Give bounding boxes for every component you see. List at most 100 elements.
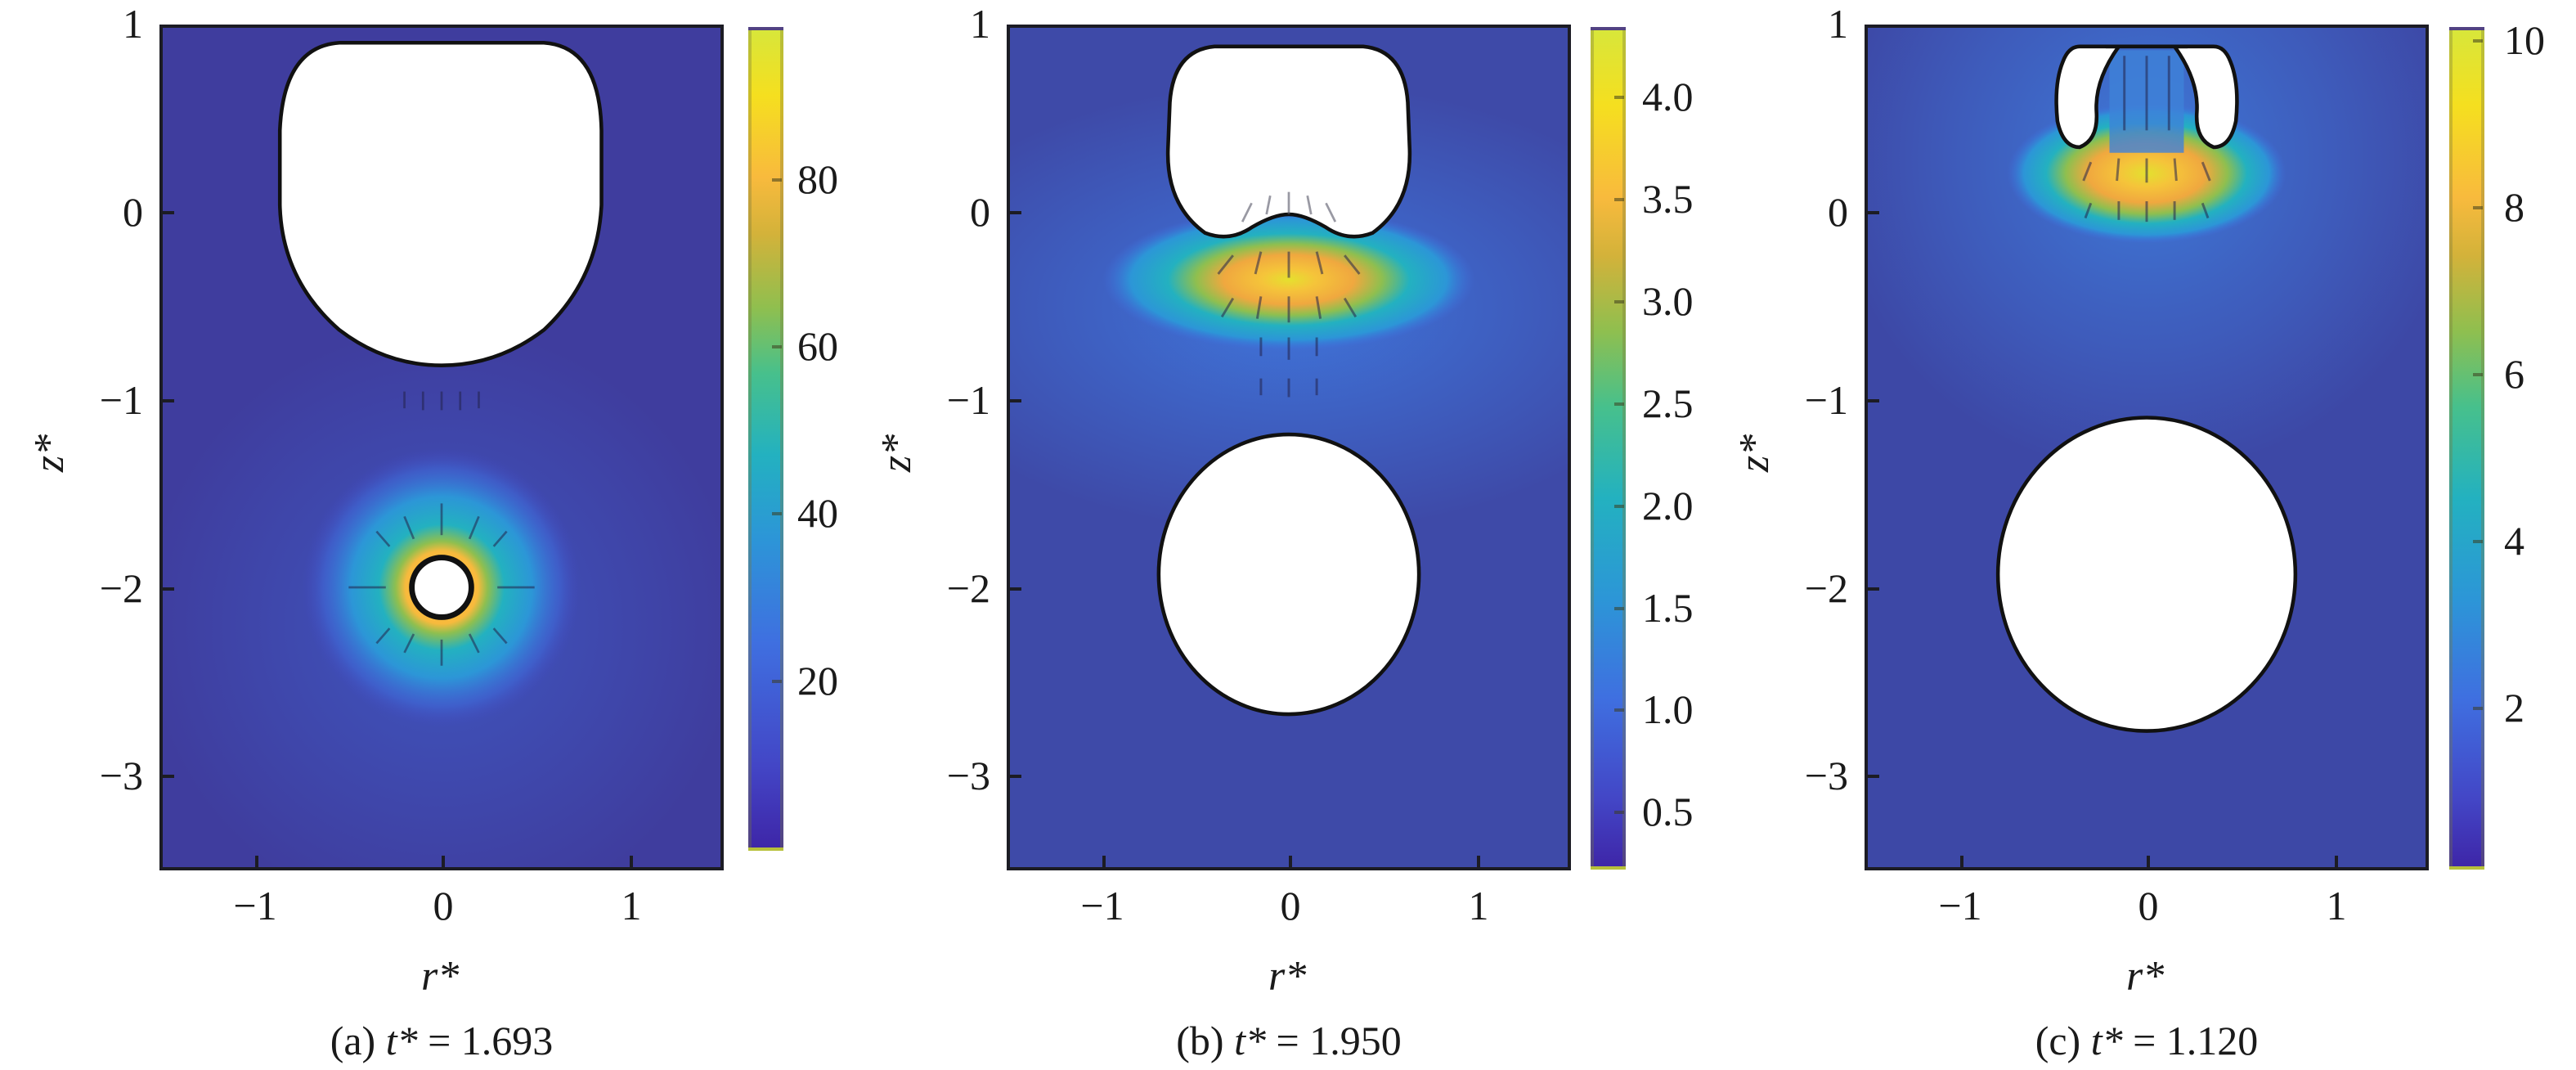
ytick-label: −2 (946, 565, 990, 611)
colorbar-tick (2473, 206, 2483, 209)
ytick-label: −3 (946, 753, 990, 798)
ytick-label: 1 (970, 1, 990, 47)
panel-caption-b: (b) t* = 1.950 (1007, 1018, 1571, 1063)
colorbar-tick-label: 40 (797, 490, 838, 536)
droplet-lobe-right-c (2170, 44, 2239, 150)
xtick-mark (630, 856, 633, 867)
ytick-mark (1010, 211, 1021, 214)
colorbar-tick-label: 0.5 (1642, 789, 1694, 834)
colorbar-tick (2473, 39, 2483, 43)
plot-area-b (1007, 25, 1571, 870)
field-map-c (1868, 28, 2426, 867)
ytick-mark (1010, 399, 1021, 402)
panel-a: 1 0 −1 −2 −3 −1 0 1 z* r* 80 60 40 20 (a… (0, 0, 859, 1070)
colorbar-tick-label: 20 (797, 658, 838, 704)
colorbar-tick (1614, 505, 1624, 508)
xtick-label: 1 (2326, 883, 2347, 928)
xtick-mark (442, 856, 445, 867)
xtick-label: 0 (2138, 883, 2159, 928)
ytick-mark (163, 399, 174, 402)
xtick-mark (1477, 856, 1480, 867)
colorbar-tick-label: 3.5 (1642, 176, 1694, 222)
colorbar-tick (1614, 402, 1624, 406)
panel-caption-c: (c) t* = 1.120 (1865, 1018, 2429, 1063)
colorbar-tick-label: 2.5 (1642, 380, 1694, 426)
colorbar-tick-label: 6 (2504, 351, 2524, 397)
colorbar-b (1591, 27, 1626, 870)
droplet-lobe-left-c (2054, 44, 2123, 150)
xtick-label: 1 (621, 883, 642, 928)
xtick-mark (2147, 856, 2150, 867)
colorbar-tick (772, 512, 782, 515)
y-axis-label: z* (26, 434, 74, 473)
quiver-arrows-in-dimple-b (1241, 191, 1337, 223)
colorbar-tick (772, 680, 782, 683)
quiver-arrows-b (1217, 251, 1361, 398)
caption-value: = 1.693 (417, 1018, 554, 1063)
panel-c: 1 0 −1 −2 −3 −1 0 1 z* r* 10 8 6 4 2 (c)… (1705, 0, 2564, 1070)
ytick-mark (1010, 587, 1021, 591)
xtick-mark (1960, 856, 1963, 867)
ytick-label: 1 (123, 1, 143, 47)
colorbar-tick-label: 8 (2504, 184, 2524, 230)
caption-value: = 1.120 (2122, 1018, 2259, 1063)
colorbar-tick (1614, 198, 1624, 201)
ytick-label: 0 (123, 189, 143, 235)
droplet-small-a (409, 555, 474, 620)
colorbar-tick (2473, 707, 2483, 710)
droplet-upper-b (1165, 44, 1412, 239)
xtick-label: −1 (233, 883, 277, 928)
y-axis-label: z* (873, 434, 921, 473)
xtick-label: 1 (1468, 883, 1489, 928)
plot-area-c (1865, 25, 2429, 870)
ytick-label: −1 (99, 377, 143, 423)
xtick-mark (2335, 856, 2338, 867)
panel-b: 1 0 −1 −2 −3 −1 0 1 z* r* 4.0 3.5 3.0 2.… (847, 0, 1706, 1070)
colorbar-tick (1614, 607, 1624, 610)
ytick-mark (1010, 775, 1021, 778)
colorbar-c (2449, 27, 2484, 870)
xtick-label: −1 (1080, 883, 1124, 928)
y-axis-label: z* (1731, 434, 1779, 473)
ytick-mark (163, 211, 174, 214)
colorbar-tick (2473, 540, 2483, 543)
ytick-mark (1868, 211, 1879, 214)
ytick-mark (1868, 775, 1879, 778)
colorbar-tick-label: 60 (797, 323, 838, 369)
colorbar-a (748, 27, 783, 851)
colorbar-tick-label: 80 (797, 156, 838, 202)
caption-label: (c) (2035, 1018, 2091, 1063)
ytick-label: −1 (1804, 377, 1848, 423)
caption-label: (b) (1176, 1018, 1235, 1063)
colorbar-tick-label: 4 (2504, 518, 2524, 564)
ytick-label: −1 (946, 377, 990, 423)
colorbar-tick-label: 4.0 (1642, 74, 1694, 119)
colorbar-tick (1614, 811, 1624, 814)
xtick-label: −1 (1938, 883, 1982, 928)
plot-area-a (159, 25, 724, 870)
ytick-label: 0 (970, 189, 990, 235)
ytick-mark (163, 775, 174, 778)
ytick-mark (1868, 587, 1879, 591)
xtick-mark (255, 856, 258, 867)
xtick-label: 0 (1280, 883, 1301, 928)
caption-variable: t* (1234, 1018, 1266, 1063)
quiver-arrows-a (348, 391, 535, 666)
colorbar-tick (1614, 96, 1624, 99)
field-map-a (163, 28, 720, 867)
ytick-label: 1 (1828, 1, 1848, 47)
field-map-b (1010, 28, 1568, 867)
colorbar-tick-label: 1.0 (1642, 686, 1694, 732)
colorbar-tick (1614, 300, 1624, 303)
caption-variable: t* (385, 1018, 418, 1063)
caption-variable: t* (2090, 1018, 2123, 1063)
colorbar-tick (1614, 708, 1624, 712)
droplet-large-a (277, 40, 604, 367)
colorbar-tick (772, 178, 782, 182)
xtick-label: 0 (433, 883, 454, 928)
caption-value: = 1.950 (1266, 1018, 1402, 1063)
ytick-mark (163, 587, 174, 591)
colorbar-tick-label: 1.5 (1642, 585, 1694, 631)
ytick-label: −3 (99, 753, 143, 798)
quiver-arrows-c (2082, 56, 2211, 223)
